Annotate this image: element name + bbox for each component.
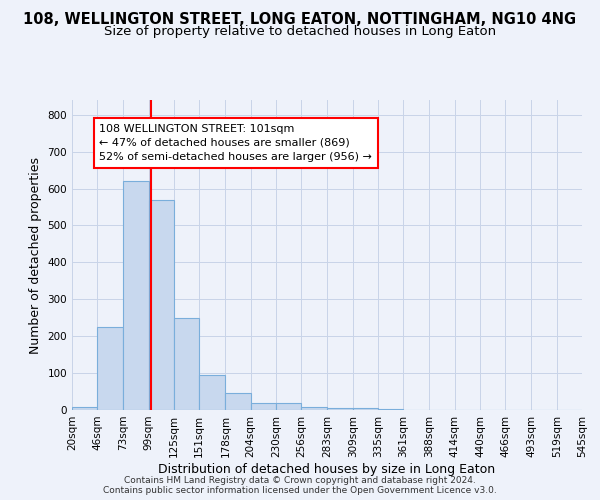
Bar [353,408,378,410]
Bar [72,407,97,410]
Bar [199,375,226,410]
Bar [124,181,149,410]
Text: Contains public sector information licensed under the Open Government Licence v3: Contains public sector information licen… [103,486,497,495]
Text: Size of property relative to detached houses in Long Eaton: Size of property relative to detached ho… [104,25,496,38]
Bar [97,327,124,410]
Text: 108, WELLINGTON STREET, LONG EATON, NOTTINGHAM, NG10 4NG: 108, WELLINGTON STREET, LONG EATON, NOTT… [23,12,577,28]
Bar [174,318,199,410]
Bar [149,200,174,410]
Y-axis label: Number of detached properties: Number of detached properties [29,156,42,354]
X-axis label: Distribution of detached houses by size in Long Eaton: Distribution of detached houses by size … [158,462,496,475]
Text: Contains HM Land Registry data © Crown copyright and database right 2024.: Contains HM Land Registry data © Crown c… [124,476,476,485]
Bar [301,407,328,410]
Text: 108 WELLINGTON STREET: 101sqm
← 47% of detached houses are smaller (869)
52% of : 108 WELLINGTON STREET: 101sqm ← 47% of d… [99,124,372,162]
Bar [226,394,251,410]
Bar [276,402,301,410]
Bar [251,402,276,410]
Bar [328,408,353,410]
